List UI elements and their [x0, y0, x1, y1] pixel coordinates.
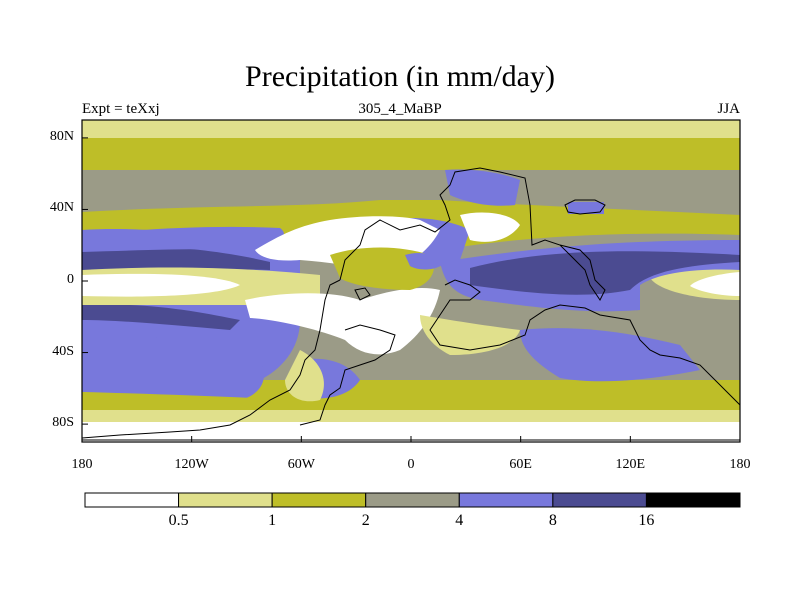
x-tick-label: 180 [729, 457, 751, 472]
y-tick-label: 80N [49, 128, 74, 144]
y-tick-label: 40N [49, 200, 74, 216]
coastlines [82, 167, 740, 441]
experiment-label: Expt = teXxj [82, 101, 160, 117]
y-tick-label: 80S [52, 415, 74, 431]
x-tick-label: 60W [287, 457, 315, 472]
x-tick-label: 120E [615, 457, 646, 472]
colorbar-swatch [271, 492, 367, 508]
colorbar-swatch [365, 492, 460, 508]
colorbar-label: 8 [548, 512, 557, 529]
colorbar-label: 1 [268, 512, 277, 529]
contour-fill [82, 120, 740, 442]
x-tick-label: 60E [509, 457, 532, 472]
colorbar-swatch [458, 492, 554, 508]
colorbar-swatch [178, 492, 273, 508]
axis-ticks [81, 137, 741, 442]
x-tick-label: 120W [174, 457, 209, 472]
colorbar [84, 492, 741, 508]
colorbar-swatch [645, 492, 741, 508]
x-tick-label: 0 [407, 457, 415, 472]
colorbar-label: 2 [361, 512, 370, 529]
plot-title: Precipitation (in mm/day) [245, 60, 555, 93]
colorbar-swatch [552, 492, 647, 508]
colorbar-label: 4 [455, 512, 464, 529]
season-label: JJA [717, 101, 740, 117]
colorbar-label: 0.5 [168, 512, 189, 529]
case-label: 305_4_MaBP [358, 101, 442, 117]
y-tick-label: 0 [67, 272, 74, 287]
x-tick-label: 180 [71, 457, 93, 472]
y-tick-label: 40S [52, 343, 74, 359]
colorbar-swatch [84, 492, 180, 508]
colorbar-label: 16 [638, 512, 655, 529]
